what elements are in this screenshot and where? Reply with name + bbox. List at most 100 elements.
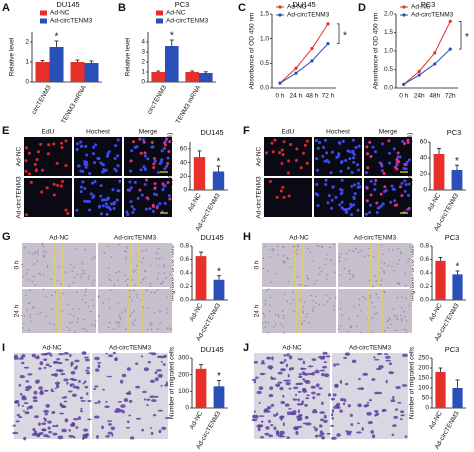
cell-speck (27, 302, 30, 305)
migrated-cell (97, 364, 101, 369)
cell-nucleus (143, 168, 147, 172)
cell-speck (328, 246, 331, 249)
migrated-cell (391, 433, 395, 437)
migrated-cell (320, 418, 325, 422)
cell-nucleus (115, 198, 119, 202)
cell-nucleus (139, 151, 143, 155)
migrated-cell (313, 426, 316, 429)
migrated-cell (288, 387, 292, 390)
migrated-cell (101, 425, 104, 430)
y-axis-label: Absorbance of OD 450 nm (373, 13, 380, 90)
migrated-cell (394, 408, 398, 411)
panel-letter: C (238, 2, 246, 14)
cell-nucleus (117, 189, 121, 193)
migrated-cell (102, 388, 105, 391)
cell-speck (65, 271, 67, 273)
cell-speck (301, 322, 303, 324)
migrated-cell (385, 379, 388, 384)
migrated-cell (258, 424, 264, 428)
row-label: Ad-circTENM3 (256, 176, 263, 219)
migrated-cell (288, 407, 292, 410)
column-label: Merge (379, 129, 398, 136)
migrated-cell (277, 371, 283, 375)
cell-nucleus (299, 166, 303, 170)
cell-nucleus (129, 169, 133, 173)
cell-speck (119, 318, 122, 320)
cell-speck (405, 297, 407, 299)
cell-speck (129, 315, 131, 317)
cell-speck (400, 252, 402, 255)
cell-nucleus (64, 208, 68, 212)
cell-speck (92, 281, 94, 284)
y-tick-label: 20 (180, 173, 188, 180)
cell-nucleus (302, 151, 306, 155)
migrated-cell (261, 360, 265, 364)
point (310, 46, 314, 51)
cell-speck (297, 246, 300, 248)
image-background (24, 137, 72, 176)
cell-nucleus (407, 206, 411, 210)
point (326, 42, 330, 46)
cell-speck (110, 289, 112, 291)
significance-mark: * (343, 30, 347, 41)
cell-nucleus (349, 205, 353, 209)
cell-nucleus (357, 144, 361, 148)
cell-speck (326, 300, 329, 303)
cell-speck (404, 272, 406, 275)
micrograph (261, 288, 337, 334)
cell-nucleus (403, 163, 407, 167)
cell-nucleus (25, 213, 29, 217)
cell-nucleus (160, 149, 164, 153)
cell-nucleus (79, 140, 83, 144)
cell-speck (28, 329, 30, 332)
y-tick-label: 2 (25, 39, 29, 46)
chart-title: PC3 (445, 345, 460, 354)
cell-speck (269, 297, 271, 299)
migrated-cell (295, 430, 299, 435)
cell-speck (344, 258, 347, 261)
cell-nucleus (356, 208, 360, 212)
y-tick-label: 0 (141, 79, 145, 86)
cell-speck (341, 314, 343, 316)
migrated-cell (59, 402, 63, 407)
cell-speck (85, 288, 87, 290)
migrated-cell (74, 359, 80, 363)
migrated-cell (287, 374, 290, 378)
legend-label: Ad-circTENM3 (50, 18, 93, 25)
cell-speck (125, 280, 127, 282)
cell-speck (338, 260, 341, 262)
cell-speck (108, 298, 110, 300)
chart-title: DU145 (200, 233, 223, 242)
cell-nucleus (352, 203, 356, 207)
cell-speck (42, 250, 45, 252)
cell-speck (36, 260, 39, 262)
point (417, 69, 421, 73)
migrated-cell (267, 365, 274, 370)
significance-bracket (459, 21, 462, 50)
image-background (332, 353, 408, 439)
migrated-cell (71, 422, 75, 425)
migrated-cell (85, 433, 89, 437)
cell-speck (98, 315, 100, 318)
cell-speck (110, 256, 112, 258)
cell-speck (343, 267, 346, 270)
migrated-cell (279, 430, 285, 435)
cell-nucleus (395, 167, 399, 171)
cell-nucleus (143, 154, 147, 158)
cell-nucleus (383, 189, 387, 193)
cell-nucleus (142, 165, 146, 169)
cell-nucleus (24, 169, 28, 173)
cell-nucleus (129, 186, 133, 190)
migrated-cell (24, 386, 29, 389)
cell-speck (25, 294, 27, 296)
cell-speck (393, 269, 395, 272)
cell-speck (376, 312, 378, 314)
migrated-cell (366, 411, 372, 416)
y-tick-label: 60 (420, 139, 428, 146)
migrated-cell (160, 384, 163, 387)
cell-speck (149, 324, 152, 326)
migrated-cell (44, 418, 47, 422)
chart-title: PC3 (447, 128, 462, 137)
cell-nucleus (110, 202, 114, 206)
cell-nucleus (111, 188, 115, 192)
